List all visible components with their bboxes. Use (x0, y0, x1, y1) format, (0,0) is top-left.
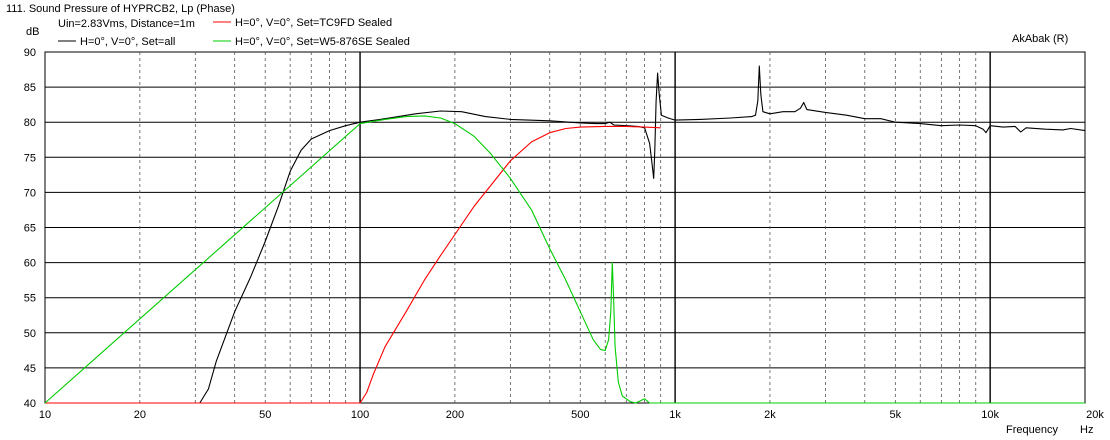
y-tick-label: 40 (24, 398, 36, 410)
y-tick-label: 50 (24, 328, 36, 340)
legend-label-all: H=0°, V=0°, Set=all (80, 36, 175, 48)
y-tick-label: 70 (24, 187, 36, 199)
y-tick-label: 90 (24, 47, 36, 59)
series-line-2 (44, 115, 1085, 404)
x-tick-label: 200 (446, 409, 464, 421)
x-tick-label: 5k (890, 409, 902, 421)
y-tick-label: 45 (24, 363, 36, 375)
y-tick-label: 85 (24, 82, 36, 94)
x-tick-label: 50 (259, 409, 271, 421)
y-tick-label: 55 (24, 293, 36, 305)
x-tick-label: 1k (669, 409, 681, 421)
legend-label-w5-876se: H=0°, V=0°, Set=W5-876SE Sealed (235, 36, 410, 48)
x-tick-label: 20 (134, 409, 146, 421)
y-tick-label: 60 (24, 258, 36, 270)
chart-title: 111. Sound Pressure of HYPRCB2, Lp (Phas… (6, 3, 235, 15)
x-tick-label: 10 (39, 409, 51, 421)
y-tick-labels: 40 45 50 55 60 65 70 75 80 85 90 (24, 47, 36, 410)
legend-label-tc9fd: H=0°, V=0°, Set=TC9FD Sealed (235, 17, 392, 29)
y-axis-label: dB (26, 26, 39, 38)
y-tick-label: 80 (24, 117, 36, 129)
y-tick-label: 65 (24, 223, 36, 235)
x-tick-label: 10k (981, 409, 999, 421)
x-tick-label: 500 (571, 409, 589, 421)
x-tick-label: 20k (1086, 409, 1104, 421)
y-tick-label: 75 (24, 152, 36, 164)
series-group (44, 65, 1086, 404)
x-tick-label: 100 (351, 409, 369, 421)
x-tick-labels: 10 20 50 100 200 500 1k 2k 5k 10k 20k (39, 409, 1104, 421)
x-tick-label: 2k (764, 409, 776, 421)
grid (45, 52, 1085, 403)
series-line-1 (45, 125, 661, 404)
legend: H=0°, V=0°, Set=all H=0°, V=0°, Set=TC9F… (58, 17, 410, 48)
x-axis-label: Frequency (1006, 424, 1058, 436)
watermark-label: AkAbak (R) (1012, 33, 1068, 45)
x-axis-unit: Hz (1080, 424, 1093, 436)
conditions-label: Uin=2.83Vms, Distance=1m (58, 18, 195, 30)
series-line-0 (45, 65, 1086, 404)
